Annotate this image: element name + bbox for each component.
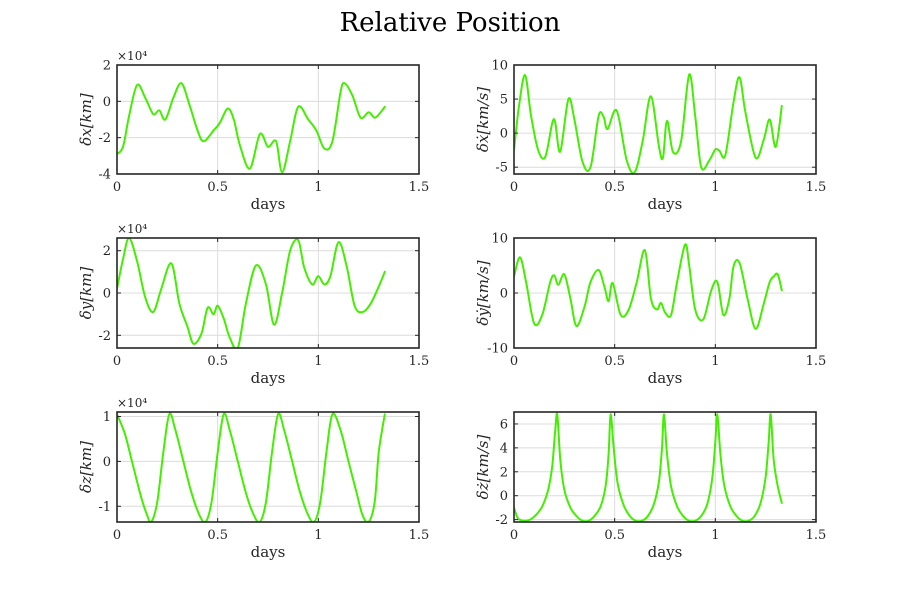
y-tick-label: -10 bbox=[487, 342, 508, 357]
x-tick-label: 1.5 bbox=[806, 354, 827, 369]
x-axis-label: days bbox=[251, 369, 286, 387]
x-axis-label: days bbox=[648, 195, 683, 213]
figure-title: Relative Position bbox=[340, 8, 561, 38]
x-tick-label: 1.5 bbox=[806, 528, 827, 543]
x-tick-label: 0.5 bbox=[207, 354, 228, 369]
y-axis-label: δx[km] bbox=[77, 93, 95, 146]
y-axis-label: δẋ[km/s] bbox=[474, 87, 492, 152]
subplot-dx: 0 0.5 1 1.5 -4 -2 0 2 ×10⁴ days δx[km] bbox=[77, 49, 429, 213]
x-tick-label: 1 bbox=[711, 180, 719, 195]
x-tick-label: 1.5 bbox=[806, 180, 827, 195]
y-tick-label: -5 bbox=[495, 161, 508, 176]
y-tick-label: 6 bbox=[500, 417, 508, 432]
series-line bbox=[117, 238, 386, 348]
y-axis-label: δy[km] bbox=[77, 267, 95, 320]
x-tick-label: 0 bbox=[113, 354, 121, 369]
y-exponent-label: ×10⁴ bbox=[117, 49, 147, 63]
y-tick-label: -2 bbox=[98, 329, 111, 344]
plot-area bbox=[117, 65, 419, 174]
x-tick-label: 0 bbox=[113, 180, 121, 195]
axes-box bbox=[513, 411, 817, 523]
y-tick-label: 2 bbox=[500, 465, 508, 480]
x-tick-label: 1 bbox=[314, 180, 322, 195]
x-tick-label: 1.5 bbox=[409, 180, 430, 195]
axes-box bbox=[116, 411, 420, 523]
y-tick-label: 0 bbox=[103, 287, 111, 302]
x-axis-label: days bbox=[648, 543, 683, 561]
y-tick-label: -2 bbox=[495, 513, 508, 528]
x-tick-label: 0.5 bbox=[207, 180, 228, 195]
y-tick-label: 0 bbox=[103, 95, 111, 110]
x-axis-label: days bbox=[251, 543, 286, 561]
x-tick-label: 0.5 bbox=[604, 354, 625, 369]
axes-box bbox=[513, 64, 817, 175]
x-tick-label: 1 bbox=[314, 354, 322, 369]
x-axis-label: days bbox=[251, 195, 286, 213]
y-tick-label: 2 bbox=[103, 244, 111, 259]
y-tick-label: 0 bbox=[500, 127, 508, 142]
x-tick-label: 0 bbox=[510, 354, 518, 369]
y-tick-label: -1 bbox=[98, 500, 111, 515]
y-tick-label: 10 bbox=[491, 232, 508, 247]
x-tick-label: 1.5 bbox=[409, 354, 430, 369]
series-line bbox=[514, 73, 783, 174]
y-tick-label: 0 bbox=[500, 489, 508, 504]
x-tick-label: 0.5 bbox=[207, 528, 228, 543]
x-tick-label: 0 bbox=[113, 528, 121, 543]
y-tick-label: 4 bbox=[500, 441, 508, 456]
series-line bbox=[514, 412, 783, 522]
series-line bbox=[117, 82, 386, 174]
series-line bbox=[117, 412, 386, 522]
series-line bbox=[514, 243, 783, 330]
x-tick-label: 1 bbox=[314, 528, 322, 543]
x-tick-label: 0 bbox=[510, 528, 518, 543]
y-tick-label: 0 bbox=[500, 287, 508, 302]
x-tick-label: 0.5 bbox=[604, 180, 625, 195]
y-tick-label: 1 bbox=[103, 410, 111, 425]
plot-area bbox=[117, 412, 419, 522]
y-tick-label: 5 bbox=[500, 93, 508, 108]
y-tick-label: -2 bbox=[98, 131, 111, 146]
y-axis-label: δz[km] bbox=[77, 441, 95, 493]
y-axis-label: δż[km/s] bbox=[474, 435, 492, 500]
y-axis-label: δẏ[km/s] bbox=[474, 260, 492, 325]
y-tick-label: 2 bbox=[103, 59, 111, 74]
x-tick-label: 1.5 bbox=[409, 528, 430, 543]
y-exponent-label: ×10⁴ bbox=[117, 396, 147, 410]
x-axis-label: days bbox=[648, 369, 683, 387]
axes-box bbox=[116, 64, 420, 175]
x-tick-label: 0.5 bbox=[604, 528, 625, 543]
y-tick-label: 10 bbox=[491, 59, 508, 74]
y-tick-label: -4 bbox=[98, 168, 111, 183]
y-tick-label: 0 bbox=[103, 455, 111, 470]
x-tick-label: 0 bbox=[510, 180, 518, 195]
y-exponent-label: ×10⁴ bbox=[117, 222, 147, 236]
x-tick-label: 1 bbox=[711, 528, 719, 543]
x-tick-label: 1 bbox=[711, 354, 719, 369]
